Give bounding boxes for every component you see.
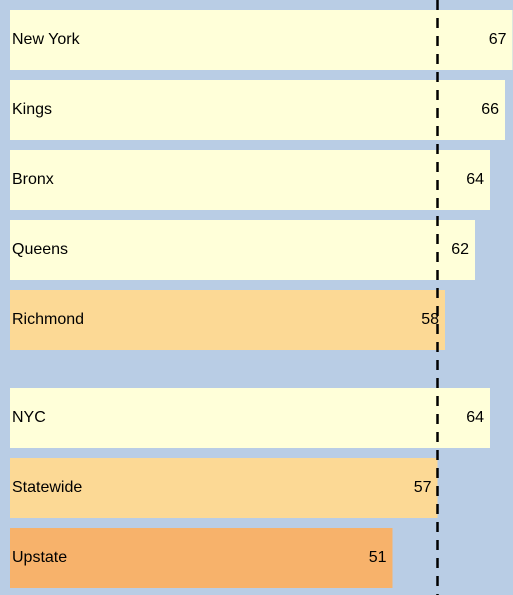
bar	[10, 388, 490, 448]
category-label: New York	[12, 31, 81, 48]
value-label: 64	[466, 171, 484, 188]
value-label: 51	[369, 549, 387, 566]
category-label: NYC	[12, 409, 46, 426]
bar	[10, 528, 393, 588]
value-label: 62	[451, 241, 469, 258]
value-label: 67	[489, 31, 507, 48]
value-label: 58	[421, 311, 439, 328]
bar	[10, 220, 475, 280]
bar	[10, 458, 438, 518]
category-label: Queens	[12, 241, 68, 258]
category-label: Statewide	[12, 479, 82, 496]
value-label: 64	[466, 409, 484, 426]
bar	[10, 150, 490, 210]
value-label: 66	[481, 101, 499, 118]
bar	[10, 290, 445, 350]
category-label: Richmond	[12, 311, 84, 328]
category-label: Kings	[12, 101, 52, 118]
bar	[10, 10, 513, 70]
bar	[10, 80, 505, 140]
category-label: Bronx	[12, 171, 54, 188]
category-label: Upstate	[12, 549, 67, 566]
value-label: 57	[414, 479, 432, 496]
